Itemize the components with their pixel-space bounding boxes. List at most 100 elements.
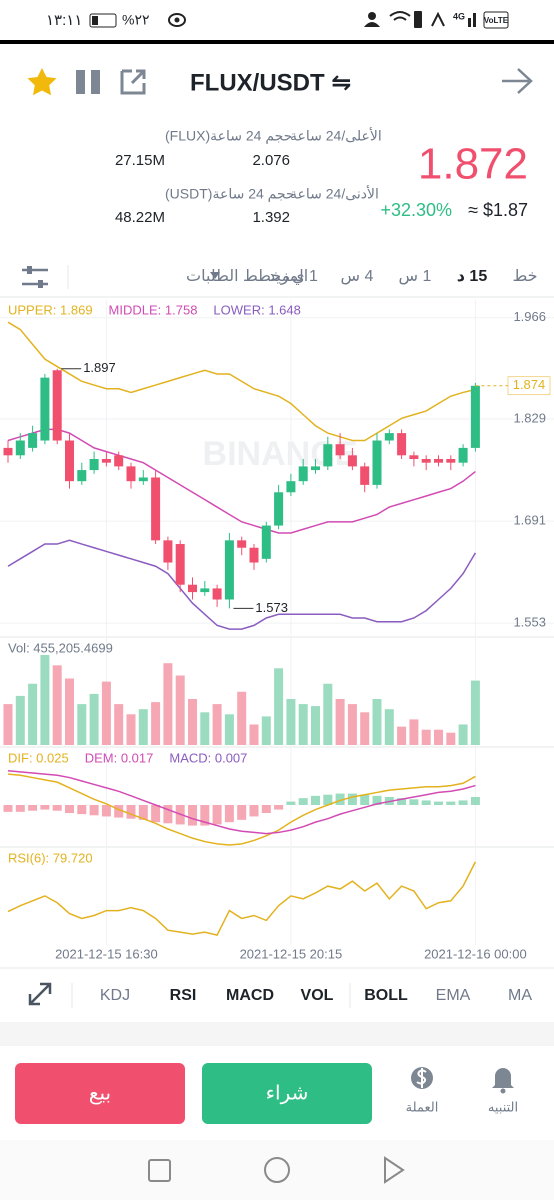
macd-bar (335, 793, 345, 805)
indicator-tab[interactable]: BOLL (364, 987, 408, 1004)
settings-icon[interactable] (22, 268, 48, 286)
candle-body (458, 447, 468, 463)
volume-bar (15, 695, 25, 745)
low-marker: 1.573 (255, 600, 288, 615)
volume-bar (274, 668, 284, 745)
forward-arrow[interactable] (502, 68, 533, 94)
candle-body (261, 525, 271, 559)
legend-label: LOWER: 1.648 (213, 302, 300, 317)
band-line (7, 321, 476, 442)
call-icon (431, 11, 445, 27)
more-tab[interactable]: المزيد (268, 268, 308, 286)
timeframe-tab[interactable]: 4 س (341, 268, 374, 285)
volume-bar (434, 729, 443, 745)
macd-bar (3, 805, 13, 812)
indicator-tab[interactable]: MA (508, 987, 532, 1004)
x-tick-label: 2021-12-15 20:15 (240, 946, 343, 961)
low-label: الأدنى/24 ساعة (290, 185, 379, 202)
candle-body (470, 385, 480, 448)
macd-bar (77, 805, 87, 815)
favorite-star[interactable] (27, 68, 57, 96)
x-tick-label: 2021-12-16 00:00 (424, 946, 527, 961)
candle-body (126, 466, 136, 482)
pair-title[interactable]: FLUX/USDT ⇋ (190, 69, 351, 96)
sell-button[interactable] (15, 1063, 185, 1124)
volume-bar (28, 683, 38, 745)
macd-bar (52, 805, 62, 811)
alert-icon[interactable] (492, 1068, 514, 1088)
volume-bar (163, 663, 173, 745)
macd-bar (138, 805, 148, 820)
vol-quote: 48.22M (115, 209, 165, 226)
band-line (7, 539, 477, 630)
macd-bar (446, 801, 456, 805)
settings-knob (38, 280, 43, 288)
volume-bar (470, 680, 480, 745)
buy-button[interactable] (202, 1063, 372, 1124)
macd-bar (397, 798, 407, 805)
fullscreen-icon[interactable] (28, 982, 52, 1006)
sim-icon (414, 11, 422, 28)
volume-bar (3, 704, 13, 745)
volume-bar (286, 699, 296, 745)
more-caret (210, 272, 220, 279)
indicator-tab[interactable]: VOL (301, 987, 334, 1004)
home-button[interactable] (264, 1157, 290, 1183)
volume-bar (397, 726, 407, 745)
volume-bar (323, 683, 333, 745)
macd-line (7, 773, 476, 846)
timeframe-tab[interactable]: 1 ي (292, 268, 318, 286)
indicator-tab[interactable]: MACD (226, 987, 274, 1004)
volume-bar (151, 702, 161, 745)
x-tick-label: 2021-12-15 16:30 (55, 946, 158, 961)
back-button[interactable] (384, 1156, 405, 1184)
macd-bar (237, 805, 247, 820)
timeframe-tab[interactable]: 1 س (399, 268, 432, 285)
y-tick-label: 1.553 (513, 615, 546, 630)
macd-bar (347, 793, 357, 805)
indicator-tab[interactable]: KDJ (100, 987, 130, 1004)
indicator-tab[interactable]: EMA (436, 987, 471, 1004)
volume-bar (65, 678, 74, 745)
share-icon[interactable] (120, 69, 146, 95)
indicator-tab[interactable]: RSI (170, 987, 197, 1004)
volume-bar (360, 712, 370, 745)
macd-bar (15, 805, 25, 812)
candle-body (274, 492, 284, 526)
timeframe-tab-active[interactable]: 15 د (457, 268, 488, 285)
volume-bar (372, 699, 382, 745)
volume-bar (384, 709, 394, 745)
macd-bar (212, 805, 222, 825)
macd-bar (224, 805, 234, 823)
battery-text: %٢٢ (122, 12, 150, 28)
candle-body (434, 458, 443, 463)
volume-bar (249, 724, 259, 745)
recents-button[interactable] (148, 1159, 171, 1182)
volume-bar (311, 706, 320, 745)
candle-body (89, 458, 99, 471)
alert-clapper (500, 1088, 506, 1094)
alert-label[interactable]: التنبيه (488, 1099, 518, 1114)
eye-icon (168, 13, 186, 27)
candle-body (372, 440, 382, 485)
candle-body (384, 433, 394, 441)
depth-tab[interactable]: مخطط الطلبات (186, 268, 290, 285)
macd-line (7, 769, 476, 835)
candle-body (200, 588, 210, 593)
book-icon[interactable] (76, 70, 100, 94)
band-line (7, 428, 476, 534)
status-divider (0, 40, 554, 44)
volume-bar (335, 699, 345, 745)
candle-body (335, 444, 345, 456)
volume-bar (200, 712, 210, 745)
macd-bar (126, 805, 136, 819)
candle-body (323, 444, 333, 467)
high-label: الأعلى/24 ساعة (290, 127, 382, 144)
macd-bar (200, 805, 210, 826)
timeframe-tab[interactable]: خط (512, 268, 537, 285)
macd-bar (89, 805, 99, 816)
macd-bar (151, 805, 161, 823)
candle-body (3, 447, 13, 456)
currency-label[interactable]: العملة (406, 1099, 439, 1114)
